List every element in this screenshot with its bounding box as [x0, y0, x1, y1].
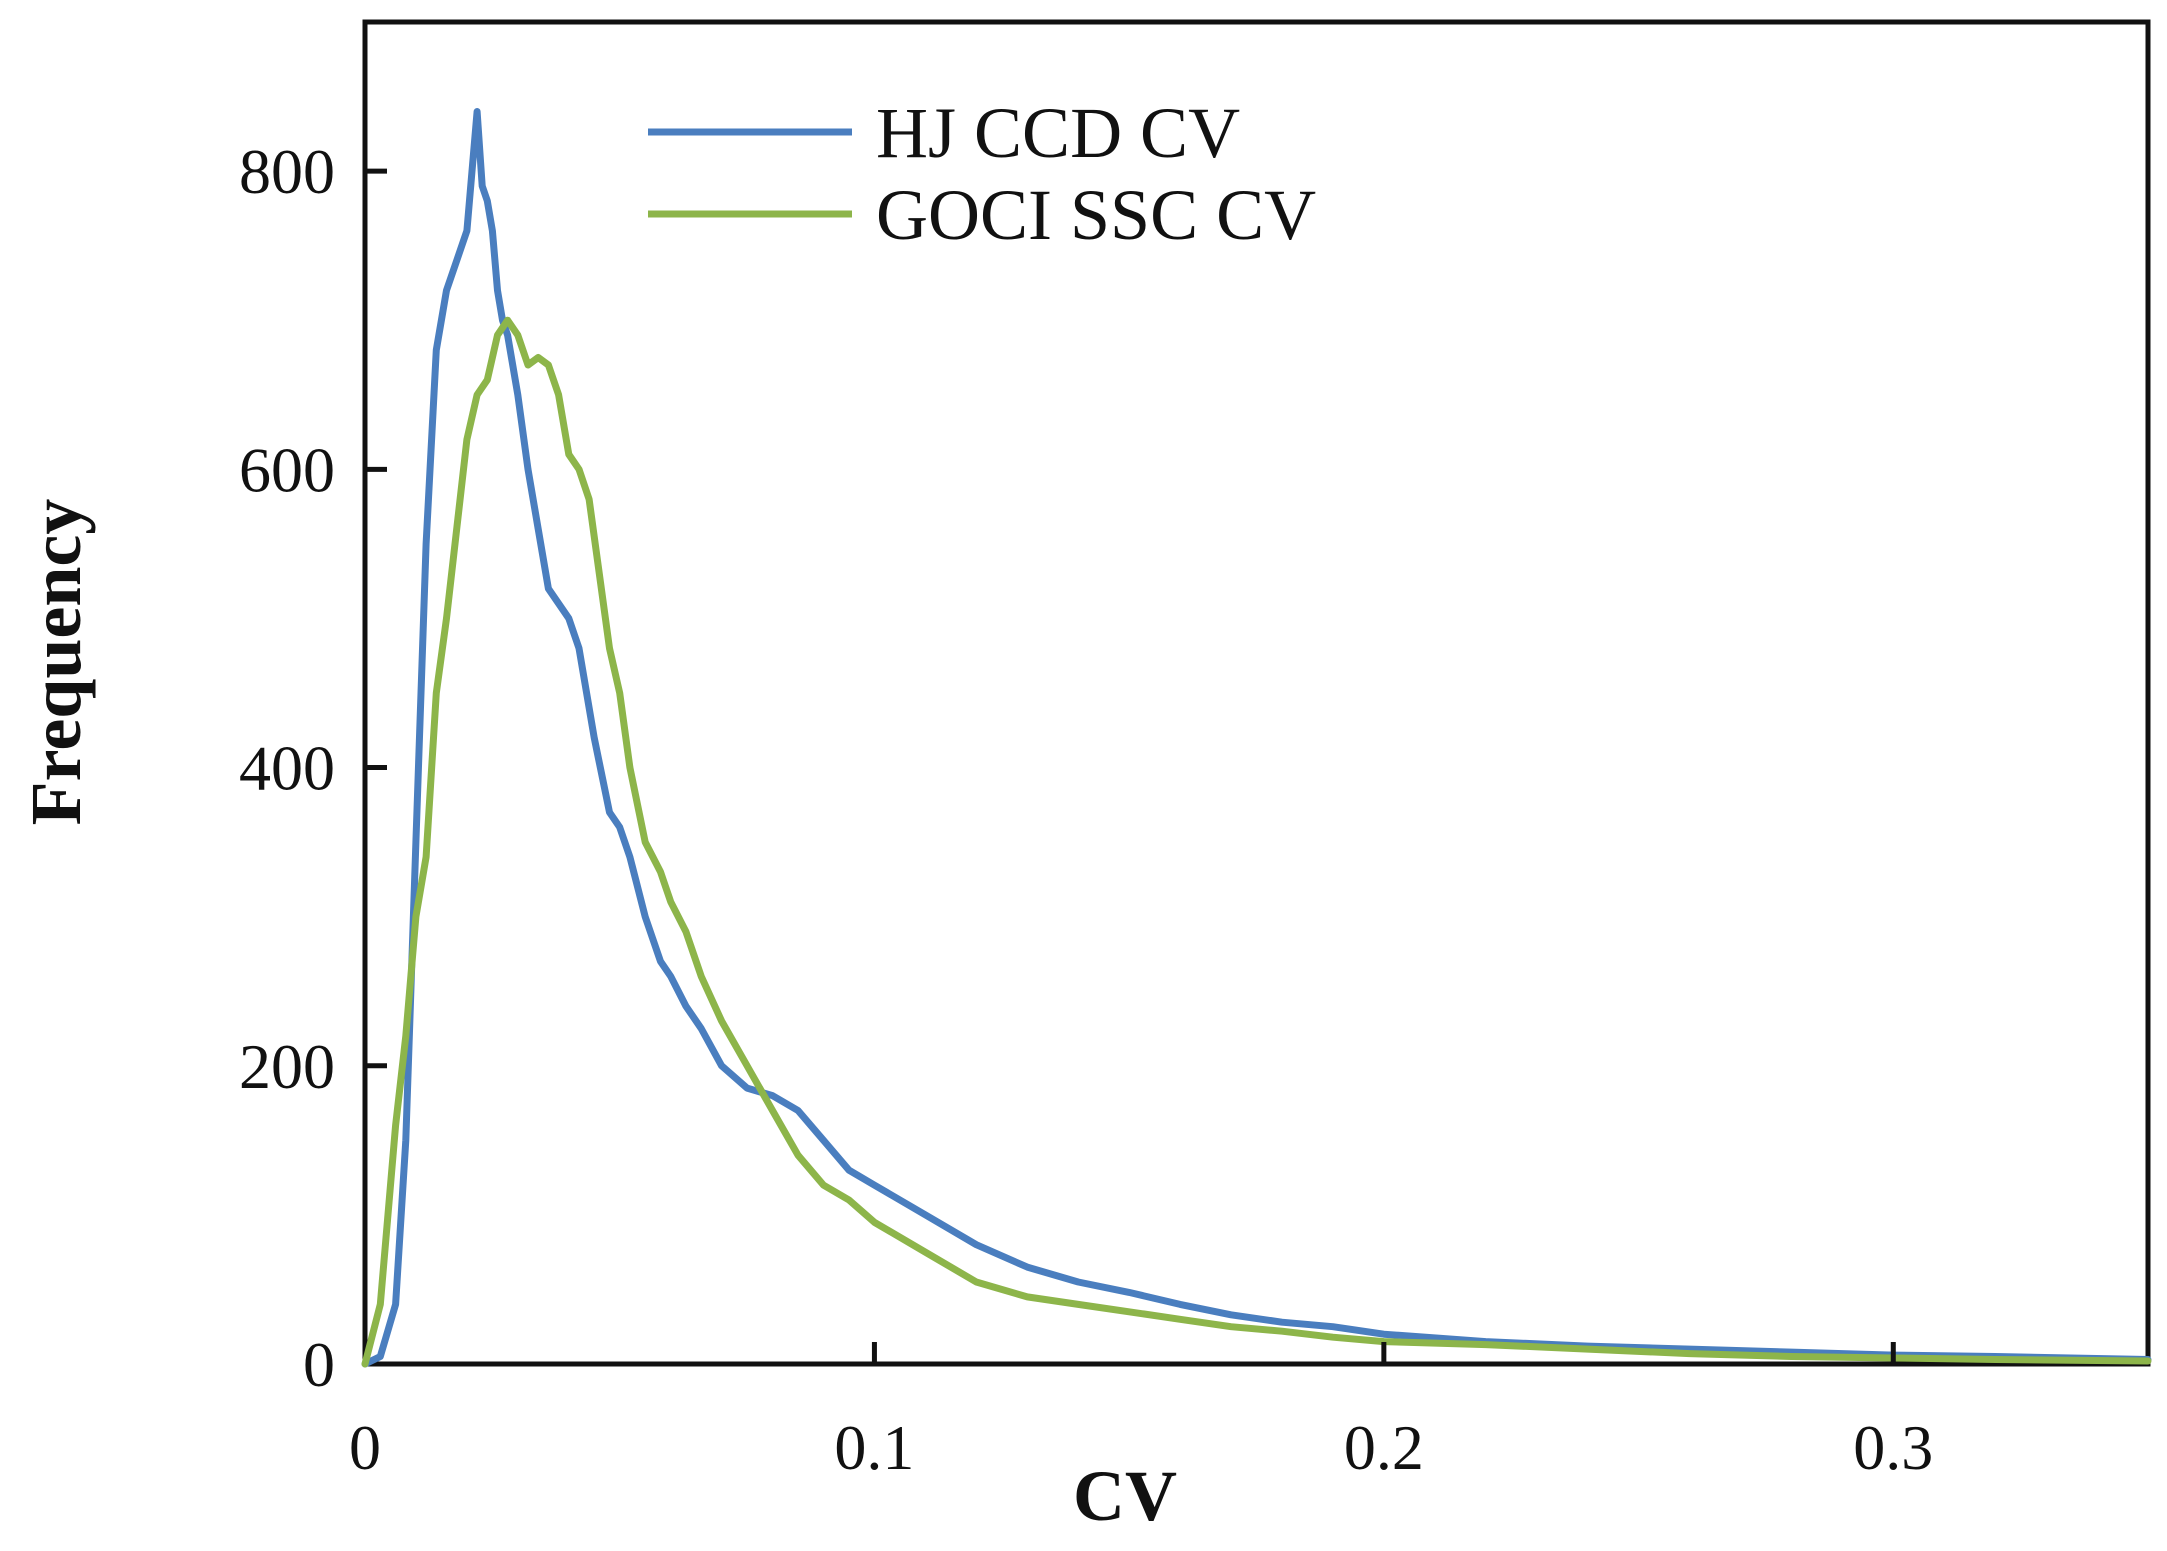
x-tick-label: 0: [349, 1412, 381, 1483]
x-axis: 0 0.1 0.2 0.3: [349, 1342, 1933, 1483]
y-axis: 0 200 400 600 800: [239, 136, 387, 1400]
x-axis-title: CV: [1073, 1456, 1177, 1536]
y-tick-label: 200: [239, 1031, 335, 1102]
y-tick-label: 0: [303, 1329, 335, 1400]
y-tick-label: 400: [239, 733, 335, 804]
x-tick-label: 0.1: [834, 1412, 914, 1483]
y-axis-title: Frequency: [16, 499, 96, 826]
plot-frame: [362, 19, 2151, 1367]
series-line-goci-ssc-cv: [361, 316, 2152, 1368]
series-layer: [361, 108, 2152, 1368]
legend-label-goci-ssc-cv: GOCI SSC CV: [876, 175, 1316, 255]
y-tick-label: 800: [239, 136, 335, 207]
y-tick-label: 600: [239, 434, 335, 505]
series-line-hj-ccd-cv: [361, 108, 2152, 1368]
x-tick-label: 0.3: [1853, 1412, 1933, 1483]
x-tick-label: 0.2: [1344, 1412, 1424, 1483]
legend-label-hj-ccd-cv: HJ CCD CV: [876, 93, 1240, 173]
